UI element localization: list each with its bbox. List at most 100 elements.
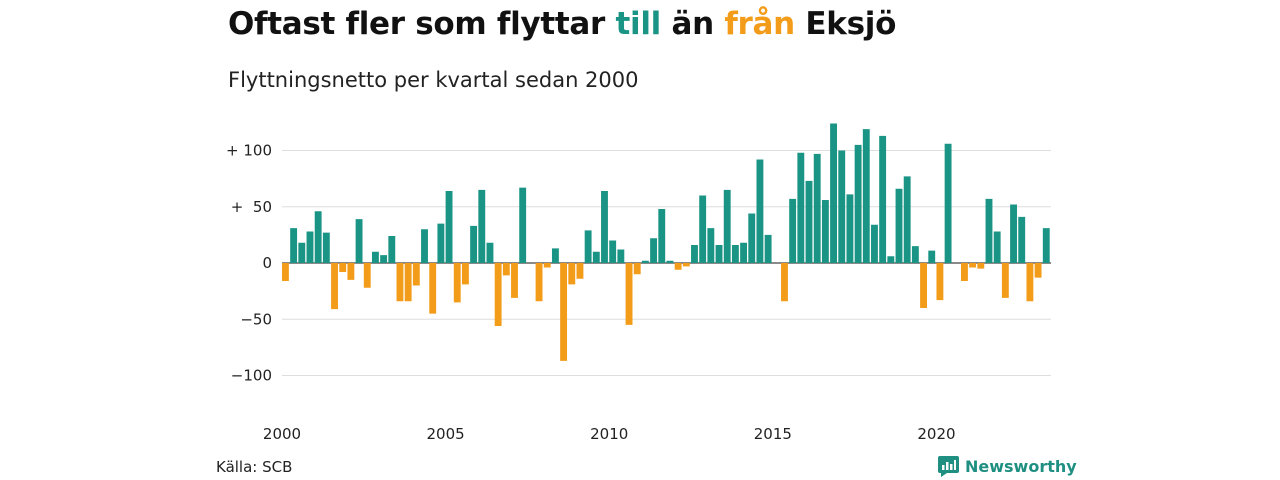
y-tick-label: + 100 bbox=[226, 142, 272, 160]
bar bbox=[641, 260, 649, 263]
bar bbox=[691, 245, 698, 263]
bar bbox=[854, 144, 862, 264]
bar bbox=[764, 234, 772, 264]
bar bbox=[797, 152, 805, 263]
x-tick-label: 2020 bbox=[917, 425, 955, 443]
chart-title: Oftast fler som flyttar till än från Eks… bbox=[228, 6, 896, 42]
bar bbox=[911, 246, 919, 264]
title-highlight-till: till bbox=[615, 6, 661, 42]
title-part-2: än bbox=[660, 6, 725, 42]
bar bbox=[543, 263, 551, 268]
y-tick-label: 0 bbox=[262, 254, 272, 272]
bar bbox=[961, 263, 968, 281]
bar bbox=[609, 240, 617, 263]
title-part-3: Eksjö bbox=[794, 6, 897, 42]
source-note: Källa: SCB bbox=[216, 458, 293, 476]
bar bbox=[306, 231, 314, 263]
bar bbox=[576, 263, 584, 279]
bar bbox=[895, 188, 903, 263]
bar bbox=[1018, 216, 1026, 264]
bar bbox=[396, 263, 404, 302]
bar bbox=[1001, 263, 1009, 298]
bar bbox=[846, 194, 854, 264]
bar bbox=[584, 230, 592, 264]
bar bbox=[298, 242, 306, 263]
bar bbox=[707, 228, 715, 264]
chart-subtitle: Flyttningsnetto per kvartal sedan 2000 bbox=[228, 68, 639, 92]
bar bbox=[592, 251, 600, 263]
y-tick-label: −50 bbox=[240, 310, 272, 328]
bar bbox=[560, 263, 568, 361]
bar bbox=[650, 238, 658, 263]
title-highlight-fran: från bbox=[724, 6, 795, 42]
newsworthy-brand: Newsworthy bbox=[938, 456, 1077, 477]
bar bbox=[821, 200, 829, 263]
bar bbox=[314, 211, 322, 263]
bar bbox=[339, 263, 347, 272]
bar bbox=[404, 263, 412, 302]
bar bbox=[388, 236, 396, 263]
x-tick-label: 2010 bbox=[590, 425, 628, 443]
bar bbox=[731, 245, 739, 263]
bar bbox=[502, 263, 510, 276]
bar bbox=[920, 263, 927, 308]
bar bbox=[993, 231, 1001, 263]
bar bbox=[437, 223, 445, 264]
bar bbox=[461, 263, 469, 285]
bar bbox=[486, 242, 494, 263]
bar bbox=[519, 187, 527, 264]
bar bbox=[871, 224, 878, 263]
bar bbox=[985, 198, 993, 264]
bar bbox=[936, 263, 944, 301]
bar bbox=[363, 263, 371, 288]
bar bbox=[617, 249, 625, 263]
bar bbox=[1026, 263, 1034, 302]
bar bbox=[511, 263, 518, 298]
bar bbox=[805, 180, 813, 264]
bar bbox=[494, 263, 502, 326]
bar bbox=[756, 159, 764, 263]
bar bbox=[862, 129, 870, 264]
bar bbox=[830, 123, 837, 263]
bar bbox=[421, 229, 428, 263]
bar bbox=[666, 260, 674, 263]
brand-name: Newsworthy bbox=[965, 457, 1077, 476]
bar bbox=[633, 263, 641, 275]
bar bbox=[322, 232, 330, 264]
bar bbox=[789, 198, 797, 264]
bar bbox=[412, 263, 420, 286]
x-tick-label: 2005 bbox=[427, 425, 465, 443]
bar bbox=[715, 245, 723, 263]
bar bbox=[371, 251, 379, 263]
bar bbox=[658, 209, 666, 263]
bar bbox=[429, 263, 437, 314]
bar bbox=[453, 263, 461, 303]
bar bbox=[723, 189, 731, 264]
bar bbox=[813, 153, 821, 264]
bar bbox=[887, 256, 895, 263]
y-tick-label: −100 bbox=[231, 367, 272, 385]
bar bbox=[568, 263, 576, 285]
bar bbox=[838, 150, 846, 263]
bar bbox=[347, 263, 355, 280]
bar bbox=[748, 213, 756, 263]
bar bbox=[355, 219, 363, 264]
newsworthy-logo-icon bbox=[938, 456, 959, 477]
bar bbox=[969, 263, 977, 268]
bar bbox=[682, 263, 690, 267]
bar bbox=[740, 242, 748, 263]
x-tick-label: 2000 bbox=[263, 425, 301, 443]
bar bbox=[1010, 204, 1017, 263]
bar bbox=[699, 195, 707, 263]
bar bbox=[944, 143, 952, 263]
bar bbox=[478, 189, 486, 264]
bar bbox=[601, 191, 608, 263]
bar bbox=[331, 263, 338, 310]
bar bbox=[551, 248, 559, 264]
bar bbox=[781, 263, 788, 302]
bar bbox=[470, 225, 478, 264]
x-tick-label: 2015 bbox=[754, 425, 792, 443]
bar bbox=[380, 255, 388, 264]
bar bbox=[445, 191, 453, 263]
